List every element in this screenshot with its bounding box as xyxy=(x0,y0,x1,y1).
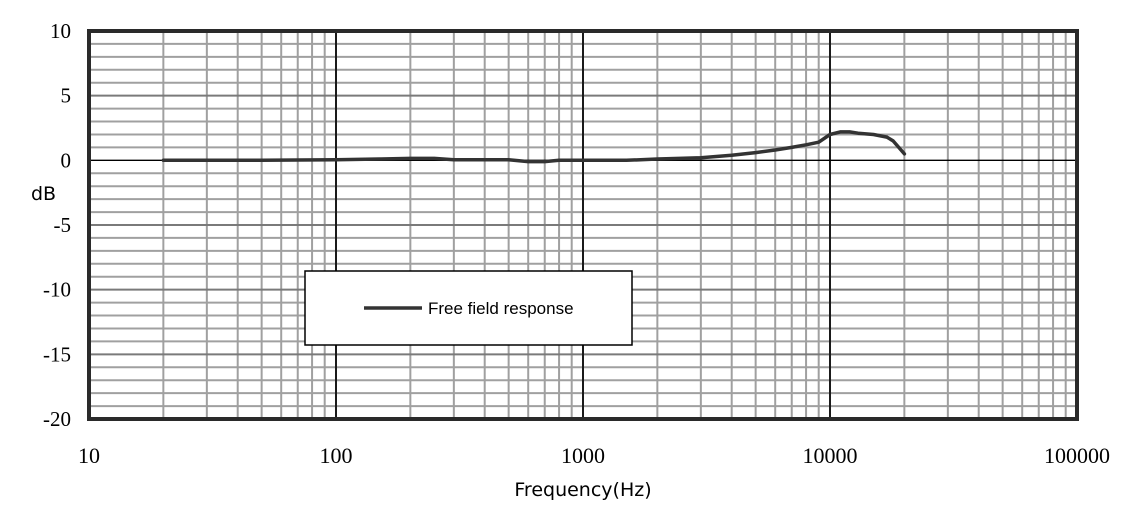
y-tick-label: -15 xyxy=(43,342,71,366)
y-tick-label: -5 xyxy=(54,213,72,237)
x-axis-label: Frequency(Hz) xyxy=(514,479,651,501)
tick-labels: 10 5 0 -5 -10 -15 -20 10 100 1000 10000 100000 xyxy=(43,19,1110,468)
y-tick-label: 5 xyxy=(61,84,72,108)
legend: Free field response xyxy=(304,270,633,346)
series-layer xyxy=(161,130,907,164)
x-tick-label: 100 xyxy=(320,443,353,468)
legend-entry: Free field response xyxy=(428,299,574,318)
y-tick-label: -10 xyxy=(43,278,71,302)
x-tick-label: 10000 xyxy=(803,443,858,468)
y-tick-label: 0 xyxy=(61,148,72,172)
y-tick-label: 10 xyxy=(50,19,71,43)
y-tick-label: -20 xyxy=(43,407,71,431)
plot-frame xyxy=(87,29,1079,421)
legend-box xyxy=(304,270,633,346)
series-line-0 xyxy=(161,130,907,164)
x-tick-label: 100000 xyxy=(1044,443,1110,468)
y-axis-label: dB xyxy=(31,183,56,205)
x-tick-label: 10 xyxy=(78,443,100,468)
x-tick-label: 1000 xyxy=(561,443,605,468)
